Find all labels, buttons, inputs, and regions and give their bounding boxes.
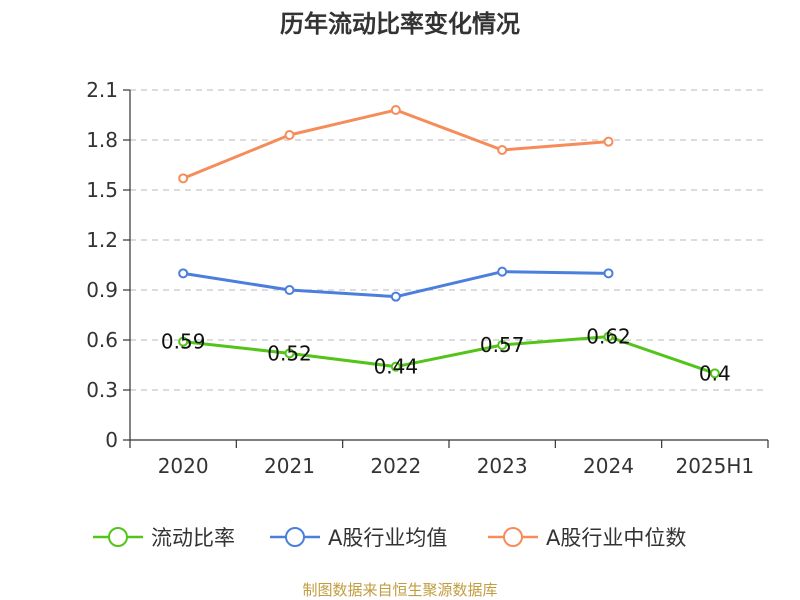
series-group: [178, 105, 720, 379]
data-point[interactable]: [709, 368, 720, 379]
x-tick-label: 2023: [477, 454, 528, 478]
y-tick-label: 0: [105, 428, 118, 452]
data-point[interactable]: [603, 331, 614, 342]
data-point[interactable]: [178, 268, 189, 279]
data-point[interactable]: [284, 348, 295, 359]
data-label: 0.44: [374, 355, 419, 379]
y-tick-label: 1.5: [86, 178, 118, 202]
x-tick-label: 2021: [264, 454, 315, 478]
data-point[interactable]: [178, 173, 189, 184]
x-tick-label: 2022: [370, 454, 421, 478]
legend-item-1[interactable]: 流动比率: [93, 526, 235, 550]
data-label: 0.4: [699, 361, 731, 385]
data-point[interactable]: [390, 105, 401, 115]
legend-label: A股行业中位数: [546, 526, 686, 550]
series-line-1: [183, 335, 716, 375]
y-tick-label: 1.2: [86, 228, 118, 252]
legend-marker-icon: [108, 527, 128, 547]
legend-item-2[interactable]: A股行业均值: [270, 526, 447, 550]
y-tick-label: 2.1: [86, 78, 118, 102]
legend-label: 流动比率: [151, 526, 235, 550]
data-point[interactable]: [603, 136, 614, 147]
y-tick-label: 1.8: [86, 128, 118, 152]
x-tick-label: 2020: [158, 454, 209, 478]
data-point[interactable]: [497, 145, 508, 155]
source-note: 制图数据来自恒生聚源数据库: [302, 581, 497, 599]
data-point[interactable]: [390, 361, 401, 372]
data-point[interactable]: [178, 336, 189, 347]
x-tick-label: 2024: [583, 454, 634, 478]
chart-title: 历年流动比率变化情况: [280, 10, 520, 38]
legend-marker-icon: [285, 527, 305, 547]
series-line-3: [182, 108, 609, 180]
legend-marker-icon: [503, 527, 523, 547]
data-label: 0.59: [161, 330, 206, 354]
legend[interactable]: 流动比率 A股行业均值 A股行业中位数: [93, 526, 686, 550]
data-point[interactable]: [284, 130, 295, 140]
legend-item-3[interactable]: A股行业中位数: [488, 526, 686, 550]
y-tick-label: 0.3: [86, 378, 118, 402]
data-label: 0.57: [480, 333, 525, 357]
x-tick-label: 2025H1: [675, 454, 754, 478]
axes: 0 0.3 0.6 0.9 1.2 1.5 1.8 2.1 2020 2021 2022 2023 20…: [86, 78, 769, 478]
data-label: 0.52: [267, 341, 312, 365]
legend-label: A股行业均值: [328, 526, 447, 550]
grid: [130, 89, 768, 391]
data-point[interactable]: [390, 291, 401, 302]
data-point[interactable]: [497, 340, 508, 350]
data-labels: 0.59 0.52 0.44 0.57 0.62 0.4: [161, 325, 731, 386]
y-tick-label: 0.6: [86, 328, 118, 352]
y-tick-label: 0.9: [86, 278, 118, 302]
data-point[interactable]: [603, 268, 614, 279]
data-label: 0.62: [586, 325, 631, 349]
data-point[interactable]: [284, 285, 295, 295]
data-point[interactable]: [497, 266, 508, 277]
